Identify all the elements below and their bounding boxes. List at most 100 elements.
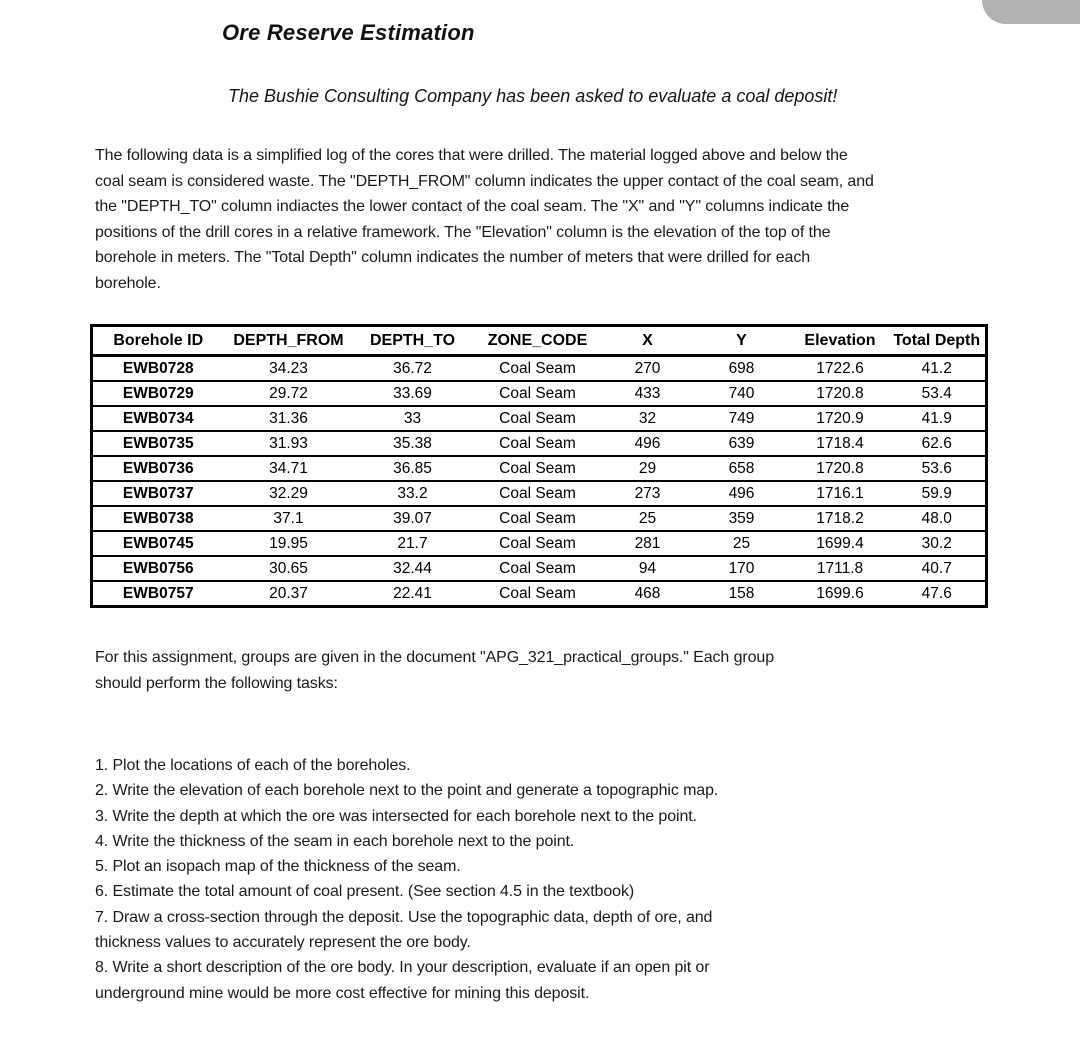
table-cell: 40.7 — [888, 555, 987, 581]
table-row: EWB0736 34.71 36.85 Coal Seam 29 658 1720.8 53.… — [91, 455, 987, 481]
table-header-row: Borehole ID DEPTH_FROM DEPTH_TO ZONE_CODE X Y… — [91, 325, 987, 357]
table-cell: 36.85 — [353, 455, 472, 481]
task-item: 6. Estimate the total amount of coal pre… — [95, 883, 635, 901]
table-cell: 35.38 — [353, 430, 472, 456]
table-cell: 496 — [603, 430, 692, 456]
table-cell: 21.7 — [353, 530, 472, 556]
table-cell: 25 — [691, 530, 792, 556]
table-cell: 30.2 — [888, 530, 987, 556]
table-cell: 1718.2 — [791, 505, 889, 531]
task-item: 8. Write a short description of the ore … — [95, 959, 710, 1002]
table-cell: Coal Seam — [471, 505, 604, 531]
table-cell: 32.44 — [353, 555, 472, 581]
table-cell: 48.0 — [888, 505, 987, 531]
table-cell: 740 — [691, 380, 792, 406]
table-row: EWB0729 29.72 33.69 Coal Seam 433 740 1720.8 53… — [91, 380, 987, 406]
table-cell: 39.07 — [353, 505, 472, 531]
column-header: Borehole ID — [91, 325, 224, 357]
table-cell: 25 — [603, 505, 692, 531]
table-cell: 36.72 — [353, 354, 472, 381]
table-cell: 158 — [691, 580, 792, 607]
borehole-id-cell: EWB0738 — [91, 505, 224, 531]
table-cell: 62.6 — [888, 430, 987, 456]
table-row: EWB0737 32.29 33.2 Coal Seam 273 496 1716.1 59.… — [91, 480, 987, 506]
task-item: 4. Write the thickness of the seam in ea… — [95, 832, 575, 850]
table-cell: 433 — [603, 380, 692, 406]
table-cell: 273 — [603, 480, 692, 506]
table-cell: 47.6 — [888, 580, 987, 607]
table-cell: 1711.8 — [791, 555, 889, 581]
assignment-note: For this assignment, groups are given in… — [95, 649, 774, 692]
table-cell: Coal Seam — [471, 580, 604, 607]
table-cell: Coal Seam — [471, 430, 604, 456]
table-cell: 1720.8 — [791, 455, 889, 481]
table-cell: 1722.6 — [791, 354, 889, 381]
table-cell: 94 — [603, 555, 692, 581]
table-cell: 1699.4 — [791, 530, 889, 556]
table-cell: 29.72 — [223, 380, 354, 406]
table-cell: 59.9 — [888, 480, 987, 506]
borehole-id-cell: EWB0735 — [91, 430, 224, 456]
task-list: 1. Plot the locations of each of the bor… — [95, 753, 995, 1006]
table-cell: 170 — [691, 555, 792, 581]
table-cell: 698 — [691, 354, 792, 381]
table-cell: 1699.6 — [791, 580, 889, 607]
table-row: EWB0728 34.23 36.72 Coal Seam 270 698 1722.6 41… — [91, 354, 987, 381]
table-cell: 33.2 — [353, 480, 472, 506]
task-item: 5. Plot an isopach map of the thickness … — [95, 858, 461, 876]
table-row: EWB0735 31.93 35.38 Coal Seam 496 639 1718.4 62… — [91, 430, 987, 456]
borehole-id-cell: EWB0728 — [91, 354, 224, 381]
task-item: 7. Draw a cross-section through the depo… — [95, 908, 713, 952]
table-cell: 1718.4 — [791, 430, 889, 456]
task-item: 3. Write the depth at which the ore was … — [95, 807, 697, 825]
column-header: Elevation — [791, 325, 889, 357]
borehole-id-cell: EWB0729 — [91, 380, 224, 406]
table-cell: 41.2 — [888, 354, 987, 381]
table-cell: 41.9 — [888, 405, 987, 431]
table-row: EWB0734 31.36 33 Coal Seam 32 749 1720.9 41.9 — [91, 405, 987, 431]
table-cell: 639 — [691, 430, 792, 456]
table-cell: Coal Seam — [471, 455, 604, 481]
task-item: 2. Write the elevation of each borehole … — [95, 782, 719, 800]
table-cell: 31.93 — [223, 430, 354, 456]
table-cell: 19.95 — [223, 530, 354, 556]
table-cell: 33 — [353, 405, 472, 431]
table-cell: Coal Seam — [471, 354, 604, 381]
table-cell: 359 — [691, 505, 792, 531]
table-cell: 1720.9 — [791, 405, 889, 431]
table-cell: 29 — [603, 455, 692, 481]
table-cell: 270 — [603, 354, 692, 381]
table-cell: Coal Seam — [471, 480, 604, 506]
table-cell: Coal Seam — [471, 530, 604, 556]
table-cell: 30.65 — [223, 555, 354, 581]
table-row: EWB0756 30.65 32.44 Coal Seam 94 170 1711.8 40.… — [91, 555, 987, 581]
borehole-id-cell: EWB0745 — [91, 530, 224, 556]
column-header: DEPTH_FROM — [223, 325, 354, 357]
borehole-id-cell: EWB0756 — [91, 555, 224, 581]
table-cell: 1716.1 — [791, 480, 889, 506]
scan-corner-artifact — [982, 0, 1080, 24]
borehole-id-cell: EWB0736 — [91, 455, 224, 481]
table-cell: Coal Seam — [471, 555, 604, 581]
column-header: ZONE_CODE — [471, 325, 604, 357]
table-cell: 658 — [691, 455, 792, 481]
table-cell: 37.1 — [223, 505, 354, 531]
task-item: 1. Plot the locations of each of the bor… — [95, 757, 411, 774]
borehole-table: Borehole ID DEPTH_FROM DEPTH_TO ZONE_CODE X Y… — [90, 324, 988, 608]
table-cell: 1720.8 — [791, 380, 889, 406]
table-cell: Coal Seam — [471, 380, 604, 406]
page-title: Ore Reserve Estimation — [222, 20, 475, 45]
intro-paragraph: The following data is a simplified log o… — [95, 147, 874, 292]
table-cell: 31.36 — [223, 405, 354, 431]
table-cell: 749 — [691, 405, 792, 431]
table-row: EWB0745 19.95 21.7 Coal Seam 281 25 1699.4 30.2 — [91, 530, 987, 556]
page-subtitle: The Bushie Consulting Company has been a… — [228, 86, 838, 106]
column-header: X — [603, 325, 692, 357]
table-cell: 34.23 — [223, 354, 354, 381]
column-header: DEPTH_TO — [353, 325, 472, 357]
table-cell: 53.6 — [888, 455, 987, 481]
borehole-id-cell: EWB0737 — [91, 480, 224, 506]
column-header: Y — [691, 325, 792, 357]
table-cell: 281 — [603, 530, 692, 556]
table-cell: 53.4 — [888, 380, 987, 406]
